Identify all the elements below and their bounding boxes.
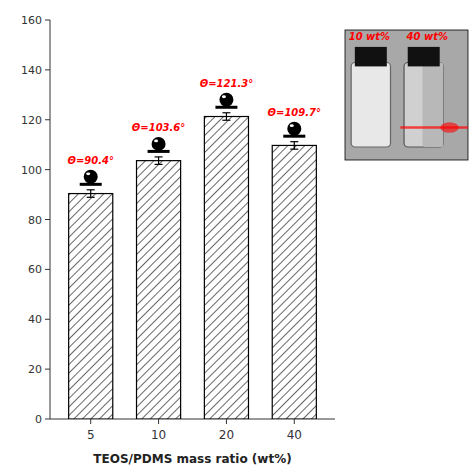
x-tick [294,419,295,424]
y-tick-label: 140 [21,64,42,77]
error-line [90,190,91,197]
error-cap [222,120,230,121]
error-bar [87,190,95,197]
bar [69,194,113,419]
drop [84,170,98,184]
bar [137,161,181,419]
error-cap [155,156,163,157]
angle-label: Θ=103.6° [132,122,186,133]
angle-label: Θ=109.7° [268,107,322,118]
y-tick-label: 80 [28,214,42,227]
error-line [294,142,295,149]
error-cap [222,112,230,113]
bar [272,145,316,419]
error-line [226,113,227,120]
error-bar [155,157,163,164]
error-bar [222,113,230,120]
error-cap [87,189,95,190]
error-cap [87,197,95,198]
vial-shade [422,63,443,148]
bar [204,117,248,419]
y-tick [45,69,50,70]
inset-label: 10 wt% [349,31,390,42]
drop [219,93,233,107]
y-tick [45,369,50,370]
y-tick [45,269,50,270]
x-tick [90,419,91,424]
x-tick-label: 10 [151,428,166,442]
y-tick-label: 160 [21,14,42,27]
x-axis-label: TEOS/PDMS mass ratio (wt%) [93,452,291,466]
y-tick [45,319,50,320]
x-tick [226,419,227,424]
x-tick-label: 20 [219,428,234,442]
inset-bg [345,30,468,160]
y-tick [45,419,50,420]
error-cap [290,149,298,150]
y-tick-label: 40 [28,313,42,326]
angle-label: Θ=121.3° [200,78,254,89]
x-tick-label: 40 [287,428,302,442]
laser-glow [440,122,458,132]
y-tick [45,20,50,21]
drop-highlight [222,95,226,98]
y-tick-label: 20 [28,363,42,376]
vial-cap [355,47,387,67]
vial-cap [408,47,440,67]
chart-container: 0 20 40 60 80 100 120 140 160 Θ=90.4° Θ=103.6° Θ=12… [0,0,474,474]
chart: 0 20 40 60 80 100 120 140 160 Θ=90.4° Θ=103.6° Θ=12… [0,0,474,474]
vial [404,63,443,148]
error-line [158,157,159,164]
error-cap [155,164,163,165]
drop [287,122,301,136]
angle-label: Θ=90.4° [67,155,114,166]
y-tick-label: 60 [28,263,42,276]
drop-highlight [86,172,90,175]
y-tick-label: 100 [21,164,42,177]
drop [152,137,166,151]
x-tick [158,419,159,424]
y-tick-label: 120 [21,114,42,127]
error-cap [290,141,298,142]
drop-highlight [154,140,158,143]
y-tick [45,169,50,170]
inset: 10 wt% 40 wt% [345,30,468,160]
vial [351,63,390,148]
drop-highlight [290,124,294,127]
x-tick-label: 5 [87,428,95,442]
y-tick [45,219,50,220]
y-tick [45,119,50,120]
y-tick-label: 0 [35,413,42,426]
inset-label: 40 wt% [406,31,448,42]
error-bar [290,142,298,149]
